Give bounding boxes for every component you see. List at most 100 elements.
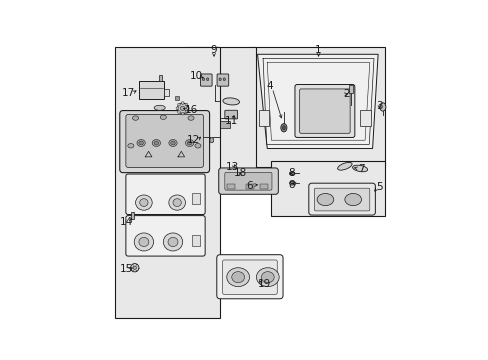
Ellipse shape (177, 111, 180, 113)
Ellipse shape (344, 193, 361, 206)
Bar (164, 89, 169, 96)
Ellipse shape (127, 144, 134, 148)
Text: 8: 8 (288, 180, 294, 190)
Text: 4: 4 (265, 81, 272, 91)
FancyBboxPatch shape (200, 74, 212, 86)
Bar (359, 110, 370, 126)
Ellipse shape (184, 103, 187, 106)
Bar (175, 96, 178, 100)
Ellipse shape (282, 126, 285, 130)
Bar (192, 235, 200, 246)
Ellipse shape (152, 140, 160, 147)
FancyBboxPatch shape (217, 74, 228, 86)
Text: 12: 12 (187, 135, 200, 145)
FancyBboxPatch shape (299, 89, 349, 133)
Ellipse shape (177, 103, 187, 114)
Text: 19: 19 (257, 279, 270, 289)
Ellipse shape (168, 195, 185, 210)
Ellipse shape (139, 141, 143, 145)
Bar (139, 81, 164, 99)
Text: 16: 16 (184, 105, 197, 115)
Text: 8: 8 (288, 168, 294, 179)
Bar (260, 184, 267, 189)
Ellipse shape (168, 140, 177, 147)
Ellipse shape (231, 271, 244, 283)
Text: 18: 18 (233, 168, 246, 179)
Text: 5: 5 (375, 183, 382, 192)
Text: 11: 11 (224, 116, 237, 126)
FancyBboxPatch shape (222, 260, 277, 294)
Ellipse shape (202, 78, 204, 81)
Ellipse shape (289, 172, 294, 175)
Bar (245, 184, 253, 189)
Text: 3: 3 (375, 100, 382, 111)
Bar (131, 212, 134, 219)
Ellipse shape (195, 144, 201, 148)
Bar (227, 184, 235, 189)
Ellipse shape (134, 233, 153, 251)
Ellipse shape (280, 123, 286, 132)
FancyBboxPatch shape (220, 121, 230, 129)
Ellipse shape (180, 106, 184, 111)
Text: 15: 15 (120, 264, 133, 274)
Ellipse shape (187, 116, 194, 120)
Ellipse shape (352, 165, 367, 172)
Ellipse shape (135, 195, 152, 210)
Bar (271, 161, 384, 216)
Ellipse shape (170, 141, 175, 145)
Text: 10: 10 (190, 72, 203, 81)
Ellipse shape (163, 233, 183, 251)
Ellipse shape (223, 78, 225, 81)
Ellipse shape (137, 140, 145, 147)
Bar (348, 85, 352, 93)
Bar (259, 110, 269, 126)
Bar (251, 48, 384, 167)
Ellipse shape (154, 105, 165, 110)
FancyBboxPatch shape (314, 188, 369, 211)
Ellipse shape (186, 107, 189, 110)
Bar (115, 48, 220, 318)
Ellipse shape (181, 102, 183, 104)
Ellipse shape (177, 103, 180, 106)
Text: 1: 1 (315, 45, 321, 55)
Ellipse shape (226, 268, 249, 287)
Ellipse shape (181, 112, 183, 115)
Text: 7: 7 (357, 164, 364, 174)
Polygon shape (257, 54, 377, 149)
FancyBboxPatch shape (125, 216, 205, 256)
FancyBboxPatch shape (125, 174, 205, 215)
Ellipse shape (140, 199, 148, 207)
Ellipse shape (133, 266, 136, 269)
FancyBboxPatch shape (218, 168, 278, 194)
Text: 6: 6 (246, 181, 253, 191)
Ellipse shape (257, 182, 265, 187)
Bar (188, 48, 256, 169)
Text: 2: 2 (342, 90, 349, 99)
Ellipse shape (139, 237, 148, 247)
Ellipse shape (132, 116, 138, 120)
FancyBboxPatch shape (125, 114, 203, 167)
Ellipse shape (173, 199, 181, 207)
Text: 9: 9 (210, 45, 217, 55)
Ellipse shape (176, 107, 179, 110)
FancyBboxPatch shape (294, 85, 354, 138)
Ellipse shape (130, 264, 139, 272)
Ellipse shape (256, 268, 279, 287)
FancyBboxPatch shape (308, 183, 375, 215)
Ellipse shape (168, 237, 178, 247)
Text: 14: 14 (120, 217, 133, 227)
Bar (159, 75, 162, 81)
Ellipse shape (337, 162, 351, 170)
Ellipse shape (379, 103, 385, 111)
Text: 13: 13 (225, 162, 239, 172)
Text: 17: 17 (122, 88, 135, 98)
Ellipse shape (219, 78, 221, 81)
Ellipse shape (261, 271, 274, 283)
Ellipse shape (184, 111, 187, 113)
Ellipse shape (209, 138, 213, 143)
Ellipse shape (223, 98, 239, 105)
Ellipse shape (187, 141, 191, 145)
FancyBboxPatch shape (224, 172, 271, 190)
FancyBboxPatch shape (120, 111, 209, 173)
FancyBboxPatch shape (216, 255, 283, 299)
